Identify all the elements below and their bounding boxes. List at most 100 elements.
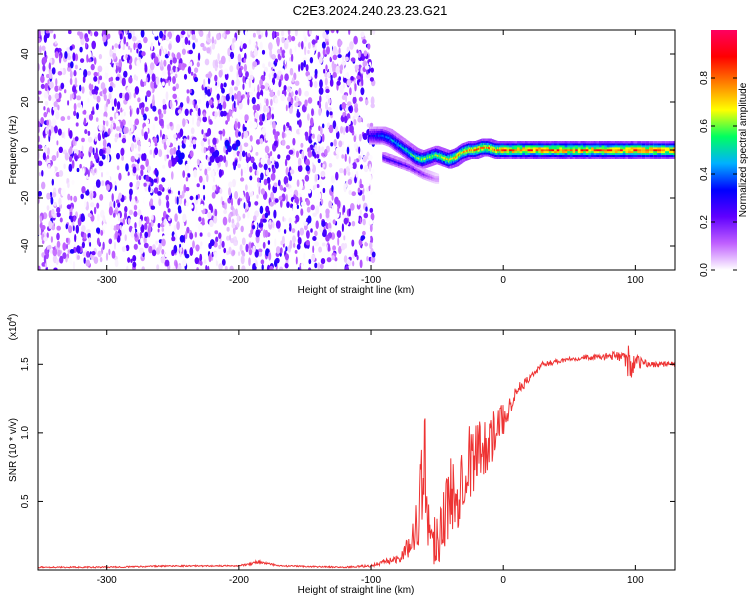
spectrogram-cell <box>339 85 344 94</box>
spectrogram-cell <box>51 67 56 75</box>
spectrogram-cell <box>240 255 245 265</box>
spectrogram-cell <box>157 228 160 233</box>
spectrogram-cell <box>108 93 112 100</box>
spectrogram-cell <box>129 105 132 111</box>
spectrogram-cell <box>317 262 321 270</box>
spectrogram-cell <box>192 240 195 249</box>
spectrogram-cell <box>187 135 190 141</box>
spectrogram-cell <box>237 163 241 169</box>
spectrogram-cell <box>134 143 138 149</box>
spectrogram-image <box>38 30 675 270</box>
spectrogram-cell <box>203 259 207 264</box>
spectrogram-cell <box>271 113 275 120</box>
spectrogram-cell <box>78 69 83 78</box>
spectrogram-cell <box>102 222 107 231</box>
spectrogram-cell <box>249 175 253 181</box>
spectrogram-cell <box>337 54 342 59</box>
spectrogram-cell <box>246 210 250 219</box>
spectrogram-cell <box>119 33 123 40</box>
spectrogram-cell <box>297 41 301 48</box>
spectrogram-cell <box>369 174 372 184</box>
spectrogram-cell <box>281 193 286 202</box>
spectrogram-cell <box>97 65 103 73</box>
spectrogram-cell <box>218 263 223 270</box>
spectrogram-cell <box>87 97 90 104</box>
spectrogram-cell <box>243 126 247 131</box>
spectrogram-cell <box>125 163 129 172</box>
spectrogram-cell <box>199 253 203 262</box>
spectrogram-cell <box>358 133 362 142</box>
spectrogram-cell <box>289 67 294 76</box>
spectrogram-cell <box>229 265 234 270</box>
spectrogram-cell <box>201 129 204 135</box>
spectrogram-cell <box>297 237 302 245</box>
spectrogram-cell <box>106 184 110 191</box>
spectrogram-cell <box>319 79 323 89</box>
spectrogram-cell <box>159 48 162 57</box>
spectrogram-cell <box>349 87 352 96</box>
spectrogram-cell <box>271 31 276 38</box>
spectrogram-cell <box>260 157 265 165</box>
spectrogram-cell <box>281 139 286 146</box>
spectrogram-cell <box>206 47 211 54</box>
spectrogram-cell <box>256 30 261 36</box>
spectrogram-cell <box>102 241 105 250</box>
spectrogram-cell <box>195 244 200 252</box>
spectrogram-cell <box>223 155 227 163</box>
spectrogram-cell <box>347 178 353 185</box>
spectrogram-cell <box>234 159 238 167</box>
spectrogram-cell <box>332 120 337 130</box>
spectrogram-cell <box>161 249 165 255</box>
spectrogram-cell <box>110 224 114 230</box>
spectrogram-cell <box>161 70 167 77</box>
spectrogram-cell <box>260 172 264 181</box>
spectrogram-cell <box>118 44 121 49</box>
spectrogram-cell <box>97 250 102 258</box>
spectrogram-cell <box>262 218 267 223</box>
spectrogram-cell <box>185 176 189 182</box>
spectrogram-cell <box>41 225 46 230</box>
spectrogram-cell <box>307 215 312 224</box>
spectrogram-cell <box>259 41 263 50</box>
spectrogram-cell <box>203 78 206 88</box>
spectrogram-cell <box>189 61 193 68</box>
spectrogram-cell <box>61 132 65 138</box>
spectrogram-cell <box>150 42 154 51</box>
spectrogram-cell <box>250 157 255 162</box>
spectrogram-cell <box>190 127 195 135</box>
spectrogram-cell <box>197 135 201 142</box>
spectrogram-cell <box>168 43 172 51</box>
spectrogram-cell <box>309 80 313 88</box>
spectrogram-cell <box>262 241 266 249</box>
spectrogram-cell <box>354 106 359 113</box>
spectrogram-cell <box>69 70 73 79</box>
spectrogram-cell <box>172 57 177 64</box>
spectrogram-cell <box>209 219 214 228</box>
spectrogram-cell <box>269 219 272 225</box>
spectrogram-cell <box>269 48 273 58</box>
spectrogram-cell <box>369 207 374 213</box>
spectrogram-cell <box>345 125 349 133</box>
spectrogram-cell <box>280 68 285 73</box>
spectrogram-cell <box>164 134 168 141</box>
spectrogram-cell <box>163 59 167 67</box>
spectrogram-cell <box>291 228 296 234</box>
spectrogram-cell <box>200 203 204 211</box>
spectrogram-cell <box>195 206 198 214</box>
spectrogram-cell <box>50 165 55 175</box>
spectrogram-cell <box>360 164 363 170</box>
spectrogram-cell <box>218 63 223 69</box>
spectrogram-cell <box>71 179 75 185</box>
spectrogram-cell <box>52 212 57 219</box>
spectrogram-cell <box>144 106 149 112</box>
spectrogram-cell <box>228 187 232 197</box>
spectrogram-cell <box>118 132 122 138</box>
spectrogram-cell <box>321 152 325 157</box>
spectrogram-cell <box>229 65 234 73</box>
spectrogram-cell <box>338 40 343 46</box>
spectrogram-cell <box>301 40 304 50</box>
spectrogram-cell <box>70 195 73 201</box>
spectrogram-cell <box>96 202 100 209</box>
spectrogram-cell <box>291 35 296 42</box>
spectrogram-cell <box>140 224 145 233</box>
